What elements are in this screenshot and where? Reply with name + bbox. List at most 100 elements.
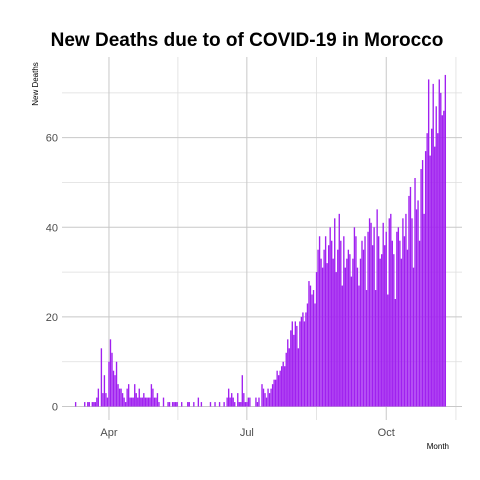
x-tick-label: Oct [378, 427, 395, 439]
bar [109, 339, 112, 407]
bar [421, 160, 424, 407]
y-tick-label: 60 [46, 133, 58, 145]
bar [237, 393, 239, 407]
bar [265, 397, 268, 407]
bar [341, 285, 343, 407]
bar [94, 402, 97, 407]
bar [309, 285, 312, 407]
bar [409, 186, 412, 407]
bar [311, 294, 313, 407]
bar [344, 267, 347, 407]
bar [364, 236, 366, 407]
bar [74, 402, 77, 407]
bar [249, 397, 251, 407]
bar [426, 133, 428, 407]
bar [408, 195, 410, 407]
bar [274, 379, 277, 407]
bar [103, 375, 106, 407]
bar [102, 393, 104, 407]
bar [362, 249, 365, 407]
x-axis-ticks: Apr Jul Oct [100, 427, 394, 439]
bar [121, 393, 124, 407]
bar [334, 218, 336, 407]
bar [420, 169, 422, 407]
bar [214, 402, 216, 407]
bar [385, 231, 387, 407]
bar [240, 402, 242, 407]
bar [173, 402, 175, 407]
bar [324, 236, 327, 407]
bar [414, 178, 416, 407]
bar [444, 74, 447, 407]
bar [297, 348, 300, 407]
bar [303, 321, 306, 407]
bar [268, 393, 271, 407]
bar [197, 397, 200, 407]
bar [176, 402, 178, 407]
bar [135, 393, 137, 407]
bar [397, 227, 400, 407]
y-tick-label: 40 [46, 222, 58, 234]
bar [427, 79, 430, 407]
bar [273, 379, 275, 407]
bar [356, 267, 359, 407]
bar [437, 133, 439, 407]
bar [331, 240, 333, 407]
bar [315, 272, 318, 407]
bar [340, 240, 342, 407]
bar [390, 213, 392, 407]
bar [276, 370, 278, 407]
bar [406, 249, 409, 407]
bar [270, 388, 272, 407]
bar [131, 397, 133, 407]
bar [368, 218, 371, 407]
bar [438, 79, 440, 407]
bar [361, 240, 363, 407]
bar [358, 285, 360, 407]
bar [93, 402, 95, 407]
bar [277, 375, 280, 407]
bar [209, 402, 212, 407]
bar [314, 303, 316, 407]
bar [246, 402, 248, 407]
bar [349, 254, 351, 407]
bar [200, 402, 203, 407]
bar [294, 321, 297, 407]
bar [376, 209, 378, 407]
bar [152, 388, 154, 407]
bar [403, 236, 406, 407]
bar [373, 227, 375, 407]
x-axis-title: Month [427, 442, 449, 451]
bar [353, 227, 356, 407]
bar [134, 384, 136, 407]
bar [156, 393, 159, 407]
bar [241, 375, 243, 407]
bar [441, 115, 443, 407]
bar [281, 366, 283, 407]
bar [359, 258, 362, 407]
bar [115, 361, 118, 407]
bar [306, 303, 309, 407]
x-tick-label: Jul [240, 427, 254, 439]
bar [256, 402, 259, 407]
bar [308, 281, 310, 407]
bar [346, 258, 348, 407]
bar [337, 249, 339, 407]
bar [153, 397, 156, 407]
bar [234, 402, 236, 407]
bar [381, 254, 383, 407]
bar [127, 384, 130, 407]
bar [321, 267, 324, 407]
bar [296, 325, 298, 407]
bar [290, 330, 292, 407]
bar [264, 393, 266, 407]
bar [91, 402, 93, 407]
bar [343, 236, 345, 407]
bar [232, 397, 234, 407]
bar [108, 361, 110, 407]
bar [411, 218, 413, 407]
bar [117, 384, 119, 407]
bar [299, 321, 301, 407]
